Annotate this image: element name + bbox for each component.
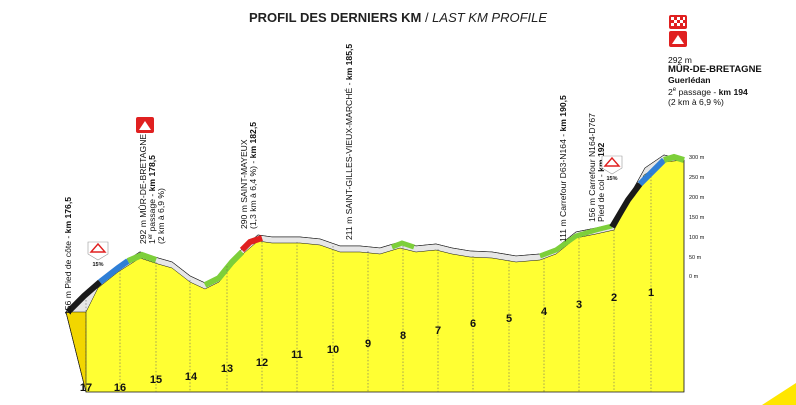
climb-green-1 (126, 251, 158, 264)
title-italic: LAST KM PROFILE (432, 10, 548, 25)
km-label: 13 (221, 363, 233, 375)
ann-text: 211 m SAINT-GILLES-VIEUX-MARCHÉ - (344, 80, 354, 240)
km-label: 15 (150, 374, 162, 386)
km-label: 3 (576, 299, 582, 311)
finish-climb: (2 km à 6,9 %) (668, 96, 724, 107)
elev-tick: 200 m (689, 195, 705, 201)
km-label: 10 (327, 344, 339, 356)
elev-tick: 100 m (689, 235, 705, 241)
elev-tick: 150 m (689, 215, 705, 221)
ann-bold: km 190,5 (558, 95, 568, 132)
ann-bold: km 176,5 (63, 197, 73, 234)
corner-decoration (762, 383, 796, 405)
badge-text: 15% (606, 176, 617, 182)
title-sep: / (421, 10, 433, 25)
km-label: 7 (435, 325, 441, 337)
ann-text: 156 m Pied de côte - (63, 233, 73, 315)
annotation-saint-mayeux: 290 m SAINT-MAYEUX (1,3 km à 6,4 %) - km… (239, 122, 258, 229)
annotation-carrefour-n164: 156 m Carrefour N164-D767 Pied de col - … (587, 113, 606, 222)
climb-black-final (609, 182, 643, 229)
badge-text: 15% (92, 262, 103, 268)
climb-blue-final (637, 157, 667, 187)
km-label: 8 (400, 330, 406, 342)
km-label: 17 (80, 382, 92, 394)
svg-text:156 m Pied de côte - km 176,5: 156 m Pied de côte - km 176,5 (63, 197, 73, 315)
ann-line: 1er passage - km 178,5 (147, 155, 157, 244)
finish-elevation: 292 m (668, 55, 692, 65)
ann-line: 292 m MÛR-DE-BRETAGNE (138, 134, 148, 244)
finish-info: 292 m MÛR-DE-BRETAGNE Guerlédan 2e passa… (668, 55, 762, 107)
ann-text: 111 m Carrefour D63-N164 - (558, 132, 568, 243)
finish-mountain-icon (669, 31, 687, 47)
km-label: 1 (648, 287, 654, 299)
ann-line: 290 m SAINT-MAYEUX (239, 139, 249, 229)
km-label: 14 (185, 371, 198, 383)
km-label: 16 (114, 382, 126, 394)
svg-text:211 m SAINT-GILLES-VIEUX-MARCH: 211 m SAINT-GILLES-VIEUX-MARCHÉ - km 185… (344, 44, 354, 240)
elev-tick: 0 m (689, 274, 699, 280)
elev-tick: 50 m (689, 255, 702, 261)
km-label: 2 (611, 292, 617, 304)
km-label: 6 (470, 318, 476, 330)
elev-tick: 300 m (689, 155, 705, 161)
finish-name: MÛR-DE-BRETAGNE (668, 64, 762, 75)
ann-line: (2 km à 6,9 %) (156, 188, 166, 244)
climb-black-start (65, 279, 102, 315)
gradient-badge-left: 15% (87, 241, 109, 268)
km-label: 4 (541, 306, 548, 318)
km-label: 11 (291, 349, 303, 361)
elevation-scale: 300 m 250 m 200 m 150 m 100 m 50 m 0 m (689, 155, 705, 280)
climb-green-3 (391, 240, 415, 250)
km-dotted-lines (85, 173, 652, 392)
climb-blue-1 (98, 258, 130, 285)
climb-green-final (663, 153, 685, 163)
page-title: PROFIL DES DERNIERS KM / LAST KM PROFILE (0, 10, 796, 25)
svg-text:111 m Carrefour D63-N164 - km: 111 m Carrefour D63-N164 - km 190,5 (558, 95, 568, 242)
km-label: 12 (256, 357, 268, 369)
ann-line: 156 m Carrefour N164-D767 (587, 113, 597, 222)
km-label: 9 (365, 338, 371, 350)
ann-line: (1,3 km à 6,4 %) - km 182,5 (248, 122, 258, 229)
finish-flag-icon (669, 15, 687, 29)
title-bold: PROFIL DES DERNIERS KM (248, 10, 422, 25)
ann-line: Pied de col - km 192 (596, 142, 606, 222)
gradient-badge-right: 15% (601, 155, 623, 182)
climb-red-1 (239, 235, 263, 253)
annotation-carrefour-d63: 111 m Carrefour D63-N164 - km 190,5 (558, 95, 568, 242)
annotation-saint-gilles: 211 m SAINT-GILLES-VIEUX-MARCHÉ - km 185… (344, 44, 354, 240)
annotation-pied-cote: 156 m Pied de côte - km 176,5 (63, 197, 73, 315)
climb-green-2 (203, 249, 245, 288)
annotation-mur-1: 292 m MÛR-DE-BRETAGNE 1er passage - km 1… (138, 134, 166, 244)
finish-passage: 2e passage - km 194 (668, 86, 748, 97)
km-labels: 17 16 15 14 13 12 11 10 9 8 7 6 5 4 3 2 … (80, 287, 654, 394)
finish-sub: Guerlédan (668, 75, 711, 85)
ann-bold: km 185,5 (344, 44, 354, 81)
elev-tick: 250 m (689, 175, 705, 181)
climb-green-4 (539, 223, 613, 259)
mountain-icon (136, 117, 154, 133)
km-label: 5 (506, 313, 512, 325)
